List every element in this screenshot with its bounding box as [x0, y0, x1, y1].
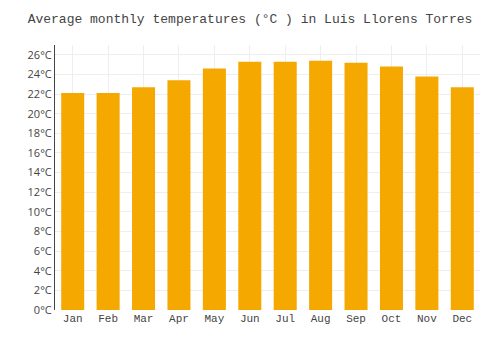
svg-text:Average monthly temperatures (: Average monthly temperatures (°C ) in Lu…	[28, 12, 473, 27]
svg-text:4°C: 4°C	[34, 263, 52, 278]
svg-text:Apr: Apr	[169, 313, 189, 325]
svg-text:2°C: 2°C	[34, 282, 52, 297]
svg-text:0°C: 0°C	[34, 302, 52, 317]
svg-text:26°C: 26°C	[28, 47, 52, 62]
svg-text:Aug: Aug	[311, 313, 331, 325]
svg-text:10°C: 10°C	[28, 204, 52, 219]
svg-text:Jun: Jun	[240, 313, 260, 325]
svg-text:8°C: 8°C	[34, 223, 52, 238]
svg-text:Mar: Mar	[134, 313, 154, 325]
svg-text:Nov: Nov	[417, 313, 437, 325]
svg-text:Jan: Jan	[63, 313, 83, 325]
svg-text:12°C: 12°C	[28, 184, 52, 199]
svg-text:Dec: Dec	[452, 313, 472, 325]
svg-text:22°C: 22°C	[28, 86, 52, 101]
svg-text:Jul: Jul	[275, 313, 295, 325]
svg-text:May: May	[204, 313, 224, 325]
svg-text:Sep: Sep	[346, 313, 366, 325]
svg-text:16°C: 16°C	[28, 145, 52, 160]
svg-text:14°C: 14°C	[28, 164, 52, 179]
svg-text:18°C: 18°C	[28, 125, 52, 140]
svg-text:6°C: 6°C	[34, 243, 52, 258]
svg-text:Oct: Oct	[382, 313, 402, 325]
svg-text:20°C: 20°C	[28, 106, 52, 121]
svg-text:Feb: Feb	[98, 313, 118, 325]
svg-text:24°C: 24°C	[28, 66, 52, 81]
